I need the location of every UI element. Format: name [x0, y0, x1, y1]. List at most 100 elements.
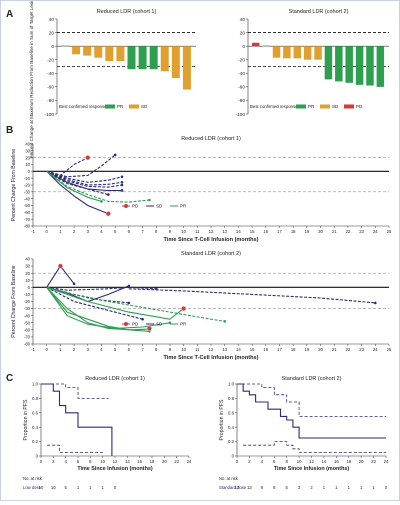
x-tick-label: 13	[222, 229, 227, 234]
x-tick-label: 7	[141, 347, 144, 352]
y-tick-label: 0.4	[32, 425, 39, 430]
bar	[324, 46, 333, 80]
x-tick-label: 16	[137, 459, 142, 464]
y-tick-label: -70	[24, 335, 31, 340]
km-curve	[41, 383, 113, 456]
y-tick-label: -20	[24, 299, 31, 304]
series-end-point	[148, 198, 151, 202]
series-line	[46, 170, 102, 202]
x-tick-label: 4	[100, 347, 103, 352]
x-axis-label: Time Since Infusion (months)	[77, 466, 153, 472]
x-tick-label: 22	[346, 229, 351, 234]
x-tick-label: 22	[371, 459, 376, 464]
series-end-point	[223, 320, 226, 323]
bar	[303, 46, 312, 60]
bar	[72, 46, 81, 55]
legend-label: PR	[308, 104, 315, 109]
risk-count: 13	[235, 485, 240, 490]
x-tick-label: 6	[128, 347, 131, 352]
series-line	[46, 170, 123, 186]
x-tick-label: 2	[52, 459, 55, 464]
x-tick-label: 13	[222, 347, 227, 352]
series-line	[46, 170, 123, 183]
legend-swatch	[296, 104, 306, 109]
x-tick-label: 14	[125, 459, 130, 464]
y-tick-label: 0	[51, 44, 54, 50]
y-tick-label: -50	[24, 203, 31, 208]
y-tick-label: 20	[25, 155, 30, 160]
y-tick-label: -30	[24, 306, 31, 311]
risk-table-label: No. at risk	[219, 476, 239, 481]
series-line	[46, 170, 109, 215]
y-tick-label: -10	[24, 176, 31, 181]
y-tick-label: -50	[24, 320, 31, 325]
risk-count: 5	[285, 485, 288, 490]
y-tick-label: 20	[240, 30, 246, 36]
x-tick-label: 21	[332, 347, 337, 352]
x-tick-label: 25	[387, 347, 392, 352]
y-tick-label: -20	[238, 58, 245, 64]
x-tick-label: 8	[155, 229, 158, 234]
risk-table-row-label: Standard dose	[219, 485, 247, 490]
x-tick-label: 3	[87, 347, 90, 352]
y-tick-label: 0.6	[228, 410, 235, 415]
series-end-point	[100, 200, 103, 203]
ci-upper-line	[237, 383, 386, 417]
x-tick-label: 4	[64, 459, 67, 464]
y-tick-label: 0	[28, 169, 31, 174]
series-end-point	[168, 321, 172, 325]
pd-marker	[85, 155, 91, 161]
bar	[149, 46, 158, 70]
y-axis-label: Percent Change at Maximum Reduction From…	[29, 1, 34, 159]
y-tick-label: -60	[47, 85, 54, 91]
y-tick-label: -40	[47, 71, 54, 77]
legend-label: PD	[132, 204, 139, 209]
risk-count: 10	[39, 485, 44, 490]
legend-label: SD	[156, 204, 163, 209]
series-end-point	[374, 301, 377, 305]
bar	[83, 46, 92, 56]
x-tick-label: 1	[59, 347, 62, 352]
x-tick-label: 24	[187, 459, 192, 464]
risk-count: 2	[310, 485, 313, 490]
legend-label: SD	[141, 104, 148, 109]
series-line	[46, 286, 170, 329]
risk-count: 1	[77, 485, 80, 490]
chart-title: Reduced LDR (cohort 1)	[181, 136, 241, 142]
x-tick-label: 14	[236, 229, 241, 234]
x-tick-label: 9	[169, 347, 172, 352]
bar	[335, 46, 343, 82]
y-tick-label: -10	[24, 292, 31, 297]
legend-swatch	[105, 104, 115, 109]
x-tick-label: 1	[59, 229, 62, 234]
legend-label: PR	[180, 204, 187, 209]
bar	[314, 46, 322, 60]
legend-title: Best confirmed response	[250, 104, 298, 109]
x-tick-label: 12	[209, 229, 214, 234]
y-tick-label: -100	[44, 112, 54, 118]
x-tick-label: 10	[181, 347, 186, 352]
y-tick-label: -40	[24, 196, 31, 201]
y-axis-label: Percent Change From Baseline	[11, 265, 17, 337]
x-tick-label: 14	[322, 459, 327, 464]
x-tick-label: 24	[384, 459, 389, 464]
x-tick-label: 0	[46, 229, 49, 234]
risk-count: 1	[372, 485, 375, 490]
y-tick-label: 0	[36, 454, 39, 459]
x-tick-label: 6	[128, 229, 131, 234]
pd-marker	[181, 306, 187, 312]
series-line	[46, 154, 116, 178]
risk-count: 1	[323, 485, 326, 490]
legend-swatch	[344, 104, 354, 109]
y-tick-label: 40	[49, 17, 55, 23]
chart-title: Standard LDR (cohort 2)	[289, 9, 349, 15]
bar	[116, 46, 125, 62]
y-tick-label: 0.8	[228, 396, 235, 401]
panel-label: C	[6, 373, 13, 384]
y-axis-label: Proportion in PFS	[219, 399, 225, 440]
x-tick-label: 12	[309, 459, 314, 464]
series-end-point	[120, 175, 124, 179]
bar	[160, 46, 169, 72]
x-tick-label: 20	[318, 347, 323, 352]
x-tick-label: 21	[332, 229, 337, 234]
